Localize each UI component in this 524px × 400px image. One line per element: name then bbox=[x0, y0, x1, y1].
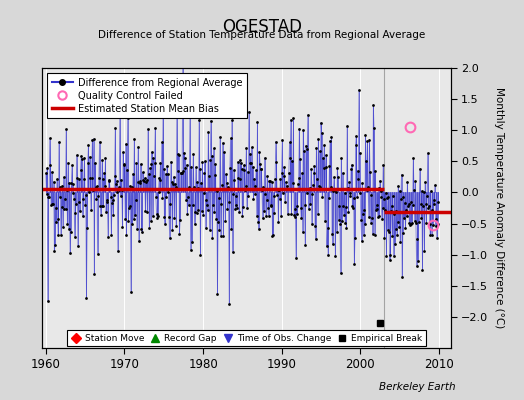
Text: Berkeley Earth: Berkeley Earth bbox=[379, 382, 456, 392]
Text: Difference of Station Temperature Data from Regional Average: Difference of Station Temperature Data f… bbox=[99, 30, 425, 40]
Legend: Station Move, Record Gap, Time of Obs. Change, Empirical Break: Station Move, Record Gap, Time of Obs. C… bbox=[67, 330, 425, 346]
Y-axis label: Monthly Temperature Anomaly Difference (°C): Monthly Temperature Anomaly Difference (… bbox=[494, 87, 504, 329]
Text: OGESTAD: OGESTAD bbox=[222, 18, 302, 36]
